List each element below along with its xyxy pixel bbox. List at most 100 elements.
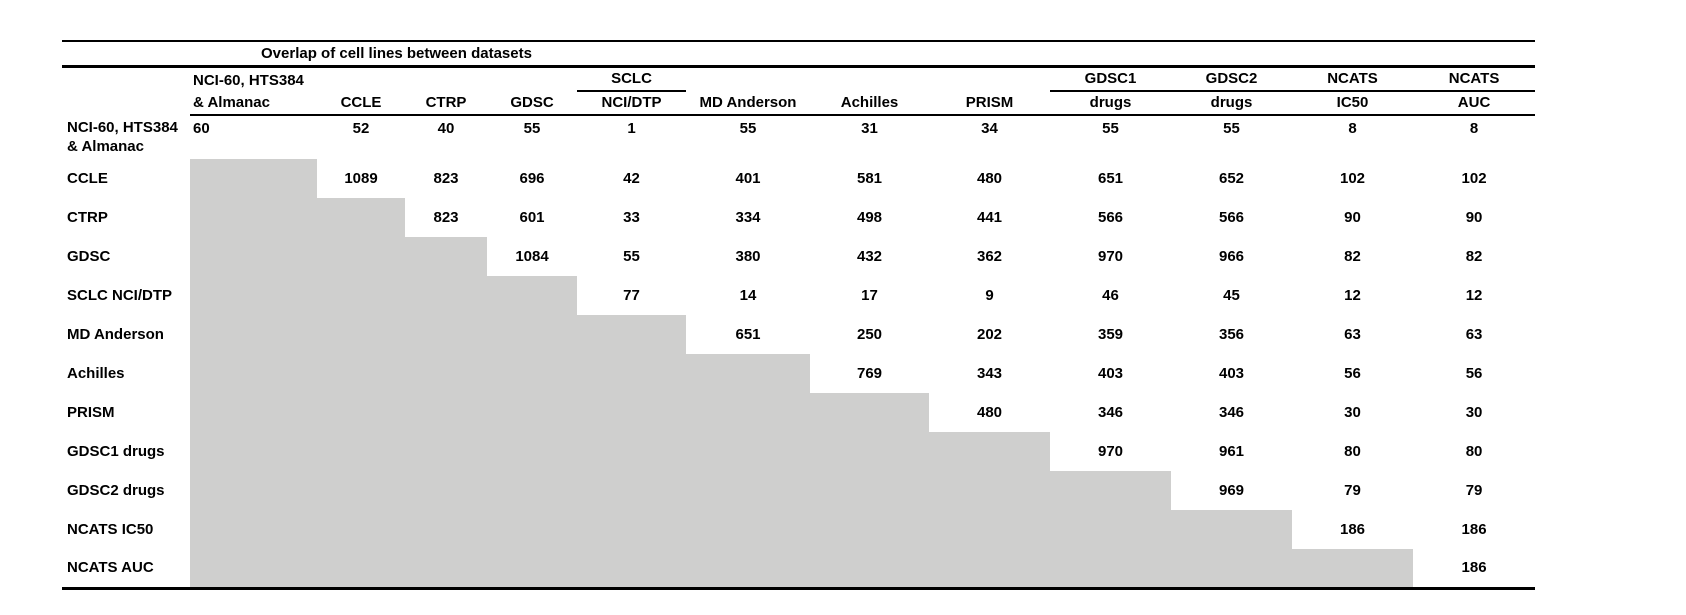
matrix-cell: 46 xyxy=(1102,287,1119,304)
matrix-cell: 60 xyxy=(193,120,210,137)
shaded-cell xyxy=(317,393,405,432)
header-line2: PRISM xyxy=(965,94,1014,111)
matrix-cell: 56 xyxy=(1465,365,1483,382)
matrix-cell: 30 xyxy=(1465,404,1483,421)
matrix-cell: 102 xyxy=(1461,170,1487,187)
matrix-cell: 346 xyxy=(1218,404,1245,421)
column-header-ncats-ic50: NCATS IC50 xyxy=(1292,66,1413,116)
header-line2: drugs xyxy=(1210,94,1253,111)
matrix-cell: 432 xyxy=(856,248,883,265)
column-header-gdsc2-drugs: GDSC2 drugs xyxy=(1171,66,1292,116)
shaded-cell xyxy=(686,354,810,393)
matrix-cell: 52 xyxy=(352,120,370,137)
overlap-table: Overlap of cell lines between datasets N… xyxy=(62,40,1536,590)
shaded-cell xyxy=(810,549,929,590)
matrix-cell: 343 xyxy=(976,365,1003,382)
table-row-ctrp: CTRP 823 601 33 334 498 441 566 566 90 90 xyxy=(62,198,1535,237)
matrix-cell: 82 xyxy=(1465,248,1483,265)
shaded-cell xyxy=(317,354,405,393)
shaded-cell xyxy=(577,393,686,432)
shaded-cell xyxy=(686,549,810,590)
matrix-cell: 80 xyxy=(1344,443,1361,460)
shaded-cell xyxy=(405,549,487,590)
matrix-cell: 566 xyxy=(1218,209,1245,226)
shaded-cell xyxy=(190,237,317,276)
table-title-row: Overlap of cell lines between datasets xyxy=(62,40,1536,68)
shaded-cell xyxy=(487,471,577,510)
row-label: GDSC xyxy=(67,248,111,265)
matrix-cell: 82 xyxy=(1344,248,1361,265)
matrix-cell: 63 xyxy=(1465,326,1483,343)
column-header-sclc-nci-dtp: SCLC NCI/DTP xyxy=(577,66,686,116)
shaded-cell xyxy=(577,471,686,510)
header-line1: GDSC2 xyxy=(1171,68,1292,92)
matrix-cell: 356 xyxy=(1218,326,1245,343)
matrix-cell: 823 xyxy=(433,170,459,187)
matrix-cell: 1 xyxy=(627,120,636,137)
header-line1 xyxy=(405,70,487,92)
shaded-cell xyxy=(190,549,317,590)
table-body: NCI-60, HTS384 & Almanac 60 52 40 55 1 55 31 34 55… xyxy=(62,115,1536,590)
matrix-cell: 17 xyxy=(861,287,878,304)
shaded-cell xyxy=(810,510,929,549)
header-line1: NCI-60, HTS384 xyxy=(193,72,304,89)
table-row-gdsc1-drugs: GDSC1 drugs 970 961 80 80 xyxy=(62,432,1535,471)
header-line2: Achilles xyxy=(840,94,899,111)
matrix-cell: 769 xyxy=(856,365,883,382)
shaded-cell xyxy=(810,393,929,432)
header-line1: SCLC xyxy=(577,68,686,92)
shaded-cell xyxy=(929,471,1050,510)
table-title: Overlap of cell lines between datasets xyxy=(261,44,532,62)
shaded-cell xyxy=(686,393,810,432)
shaded-cell xyxy=(317,471,405,510)
shaded-cell xyxy=(577,432,686,471)
table-row-sclc-nci-dtp: SCLC NCI/DTP 77 14 17 9 46 45 12 12 xyxy=(62,276,1535,315)
shaded-cell xyxy=(487,354,577,393)
shaded-cell xyxy=(405,237,487,276)
shaded-cell xyxy=(577,315,686,354)
matrix-cell: 250 xyxy=(856,326,883,343)
shaded-cell xyxy=(317,237,405,276)
shaded-cell xyxy=(577,510,686,549)
shaded-cell xyxy=(190,354,317,393)
matrix-cell: 30 xyxy=(1344,404,1361,421)
shaded-cell xyxy=(190,510,317,549)
shaded-cell xyxy=(487,432,577,471)
shaded-cell xyxy=(487,393,577,432)
row-label: GDSC2 drugs xyxy=(67,482,165,499)
row-label: PRISM xyxy=(67,404,115,421)
matrix-cell: 90 xyxy=(1344,209,1361,226)
shaded-cell xyxy=(317,198,405,237)
shaded-cell xyxy=(190,159,317,198)
matrix-cell: 202 xyxy=(976,326,1003,343)
shaded-cell xyxy=(577,354,686,393)
shaded-cell xyxy=(405,393,487,432)
matrix-cell: 961 xyxy=(1218,443,1245,460)
table-row-ccle: CCLE 1089 823 696 42 401 581 480 651 652 102 102 xyxy=(62,159,1535,198)
matrix-cell: 1084 xyxy=(515,248,549,265)
matrix-cell: 8 xyxy=(1348,120,1357,137)
row-label: CCLE xyxy=(67,170,108,187)
matrix-cell: 55 xyxy=(1223,120,1240,137)
column-header-ccle: CCLE xyxy=(317,66,405,116)
header-line1 xyxy=(317,70,405,92)
header-line1: NCATS xyxy=(1292,68,1413,92)
shaded-cell xyxy=(1050,510,1171,549)
header-line1 xyxy=(810,70,929,92)
shaded-cell xyxy=(405,354,487,393)
row-label: MD Anderson xyxy=(67,326,164,343)
header-line2: NCI/DTP xyxy=(601,94,662,111)
shaded-cell xyxy=(1171,510,1292,549)
matrix-cell: 970 xyxy=(1097,248,1124,265)
row-label-line: & Almanac xyxy=(67,138,144,155)
matrix-cell: 31 xyxy=(861,120,878,137)
shaded-cell xyxy=(1171,549,1292,590)
matrix-cell: 696 xyxy=(519,170,545,187)
column-header-ctrp: CTRP xyxy=(405,66,487,116)
shaded-cell xyxy=(190,432,317,471)
row-label: Achilles xyxy=(67,365,125,382)
table-row-gdsc2-drugs: GDSC2 drugs 969 79 79 xyxy=(62,471,1535,510)
column-header-gdsc: GDSC xyxy=(487,66,577,116)
shaded-cell xyxy=(810,471,929,510)
